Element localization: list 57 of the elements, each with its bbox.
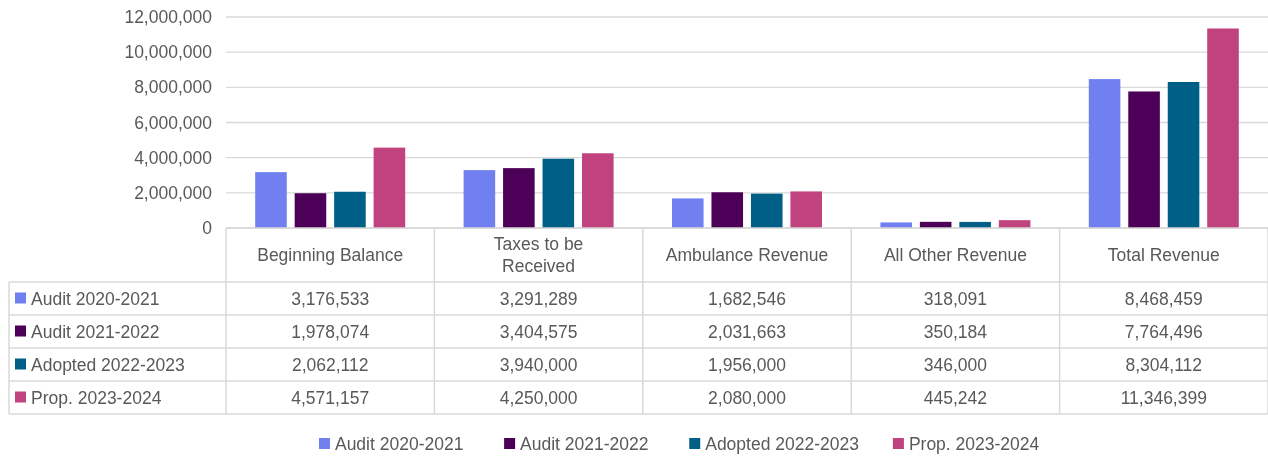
text: Audit 2021-2022 xyxy=(520,434,649,455)
y-tick-label: 4,000,000 xyxy=(134,147,213,168)
data-label: 2,031,663 xyxy=(708,321,786,342)
bar xyxy=(790,191,822,228)
data-label: 2,080,000 xyxy=(708,387,787,408)
bar xyxy=(1088,79,1121,228)
data-label: 4,571,157 xyxy=(291,387,370,408)
x-tick-label: Ambulance Revenue xyxy=(665,245,829,266)
bar xyxy=(1128,91,1160,228)
bar xyxy=(880,222,912,228)
bar xyxy=(334,191,366,228)
y-tick-label: 12,000,000 xyxy=(124,7,213,28)
legend-label: Adopted 2022-2023 xyxy=(31,354,185,375)
x-tick-label: Beginning Balance xyxy=(257,245,404,266)
data-label: 7,764,496 xyxy=(1124,321,1203,342)
y-tick-label: 10,000,000 xyxy=(124,42,213,63)
x-tick-label: Total Revenue xyxy=(1107,245,1220,266)
bar xyxy=(542,158,575,228)
text: Adopted 2022-2023 xyxy=(705,434,859,455)
y-tick-label: 8,000,000 xyxy=(134,77,213,98)
legend-label: Audit 2021-2022 xyxy=(31,321,160,342)
y-tick-label: 2,000,000 xyxy=(134,182,213,203)
data-label: 11,346,399 xyxy=(1120,387,1207,408)
legend-label: Prop. 2023-2024 xyxy=(908,434,1040,455)
bar xyxy=(711,192,744,228)
data-label: 3,940,000 xyxy=(499,354,578,375)
x-tick-label: Taxes to be Received xyxy=(493,234,584,277)
data-label: 3,291,289 xyxy=(499,288,578,309)
data-label: 8,468,459 xyxy=(1124,288,1203,309)
data-label: 1,682,546 xyxy=(708,288,786,309)
data-label: 3,176,533 xyxy=(291,288,370,309)
data-label: 3,404,575 xyxy=(499,321,578,342)
y-tick-label: 0 xyxy=(202,218,213,239)
bar xyxy=(1207,28,1239,228)
bar xyxy=(294,193,327,228)
text: Prop. 2023-2024 xyxy=(31,387,162,408)
data-label: 8,304,112 xyxy=(1125,354,1203,375)
bar xyxy=(463,170,496,228)
bar xyxy=(373,147,406,228)
bar xyxy=(1167,81,1200,228)
bar xyxy=(582,153,614,228)
text: Audit 2020-2021 xyxy=(334,434,464,455)
data-label: 1,978,074 xyxy=(291,321,370,342)
data-label: 445,242 xyxy=(923,387,988,408)
y-tick-label: 6,000,000 xyxy=(134,112,213,133)
bar xyxy=(672,198,704,228)
data-label: 318,091 xyxy=(923,288,988,309)
data-label: 1,956,000 xyxy=(708,354,787,375)
x-tick-label: All Other Revenue xyxy=(883,245,1027,266)
data-label: 346,000 xyxy=(923,354,988,375)
legend-label: Audit 2020-2021 xyxy=(31,288,160,309)
bar xyxy=(503,168,535,228)
bar xyxy=(750,193,783,228)
data-label: 350,184 xyxy=(923,321,988,342)
data-label: 4,250,000 xyxy=(499,387,578,408)
bar xyxy=(255,172,287,228)
data-label: 2,062,112 xyxy=(291,354,369,375)
